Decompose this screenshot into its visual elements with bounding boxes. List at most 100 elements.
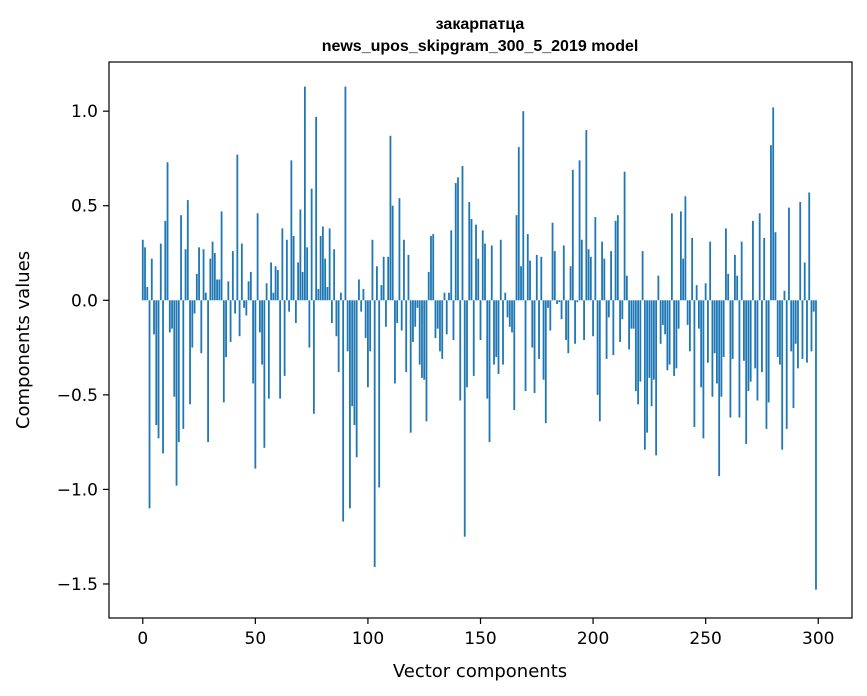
bar-263 <box>734 254 736 301</box>
bar-113 <box>396 300 399 323</box>
bar-69 <box>297 262 300 301</box>
bar-164 <box>511 300 513 333</box>
bar-185 <box>558 300 561 303</box>
bar-231 <box>661 300 664 325</box>
bar-60 <box>276 270 279 301</box>
bar-129 <box>432 234 435 301</box>
bar-277 <box>765 300 768 429</box>
bar-290 <box>794 300 797 344</box>
bar-101 <box>369 300 372 352</box>
bar-151 <box>481 230 484 301</box>
bar-243 <box>688 300 691 352</box>
bar-248 <box>700 300 703 388</box>
bar-65 <box>288 300 291 312</box>
bar-120 <box>412 300 414 342</box>
bar-182 <box>551 222 554 301</box>
bar-9 <box>162 300 164 454</box>
bar-268 <box>745 300 748 445</box>
bar-36 <box>222 300 225 403</box>
bar-257 <box>720 300 723 397</box>
bar-26 <box>200 300 203 354</box>
bar-21 <box>189 300 191 405</box>
bar-134 <box>443 292 446 301</box>
bar-35 <box>220 211 223 301</box>
bar-70 <box>299 209 302 301</box>
bar-202 <box>596 300 599 395</box>
bar-39 <box>229 300 232 342</box>
bar-102 <box>371 239 374 301</box>
bar-210 <box>614 220 617 301</box>
bars-group <box>141 86 817 590</box>
bar-274 <box>758 213 761 301</box>
bar-299 <box>815 300 817 590</box>
bar-14 <box>173 300 176 397</box>
bar-52 <box>258 300 261 333</box>
y-tick-label: 1.0 <box>71 102 98 122</box>
bar-147 <box>472 300 475 376</box>
bar-49 <box>252 300 254 384</box>
bar-136 <box>448 292 450 301</box>
bar-166 <box>515 215 518 301</box>
bar-47 <box>247 281 250 301</box>
bar-27 <box>202 249 205 301</box>
bar-139 <box>454 183 457 301</box>
bar-168 <box>520 266 522 301</box>
bar-209 <box>612 300 615 356</box>
bar-227 <box>652 300 655 380</box>
bar-240 <box>682 258 685 301</box>
y-tick-label: −0.5 <box>57 386 98 406</box>
bar-135 <box>445 300 448 335</box>
bar-6 <box>155 300 158 426</box>
bar-137 <box>450 230 453 301</box>
bar-297 <box>810 300 813 352</box>
bar-205 <box>603 258 606 301</box>
bar-82 <box>326 287 329 301</box>
bar-19 <box>184 249 187 301</box>
bar-212 <box>619 300 621 342</box>
bar-191 <box>571 169 574 301</box>
bar-112 <box>394 300 396 384</box>
bar-119 <box>409 300 412 433</box>
bar-81 <box>324 258 327 301</box>
bar-255 <box>716 300 718 384</box>
bar-29 <box>207 300 209 443</box>
bar-198 <box>587 249 590 301</box>
bar-40 <box>231 251 234 301</box>
bar-128 <box>430 235 432 301</box>
y-tick-label: 0.0 <box>71 291 98 311</box>
bar-260 <box>727 273 730 301</box>
bar-42 <box>236 154 239 301</box>
bar-68 <box>294 300 297 323</box>
bar-186 <box>560 300 563 320</box>
bar-28 <box>204 292 207 301</box>
bar-45 <box>243 300 245 308</box>
bar-154 <box>488 300 491 443</box>
bar-266 <box>740 241 743 301</box>
x-tick-label: 50 <box>245 629 267 649</box>
bar-218 <box>632 300 635 329</box>
bar-57 <box>270 262 273 301</box>
bar-155 <box>490 245 493 301</box>
bar-208 <box>610 251 612 301</box>
bar-152 <box>484 243 486 301</box>
bar-0 <box>141 239 144 301</box>
bar-77 <box>315 116 318 301</box>
bar-91 <box>346 300 349 352</box>
bar-66 <box>290 160 293 301</box>
bar-273 <box>756 300 759 401</box>
bar-38 <box>227 281 230 301</box>
bar-271 <box>752 220 754 301</box>
bar-188 <box>565 300 567 340</box>
bar-232 <box>664 300 667 335</box>
bar-44 <box>240 243 243 301</box>
bar-88 <box>340 292 342 301</box>
bar-230 <box>659 300 662 344</box>
y-axis-label: Components values <box>13 251 34 429</box>
bar-125 <box>423 300 426 380</box>
bar-234 <box>668 300 671 365</box>
bar-16 <box>177 300 180 443</box>
bar-179 <box>544 300 547 424</box>
bar-34 <box>218 279 221 301</box>
bar-252 <box>709 241 712 301</box>
x-tick-label: 0 <box>137 629 148 649</box>
